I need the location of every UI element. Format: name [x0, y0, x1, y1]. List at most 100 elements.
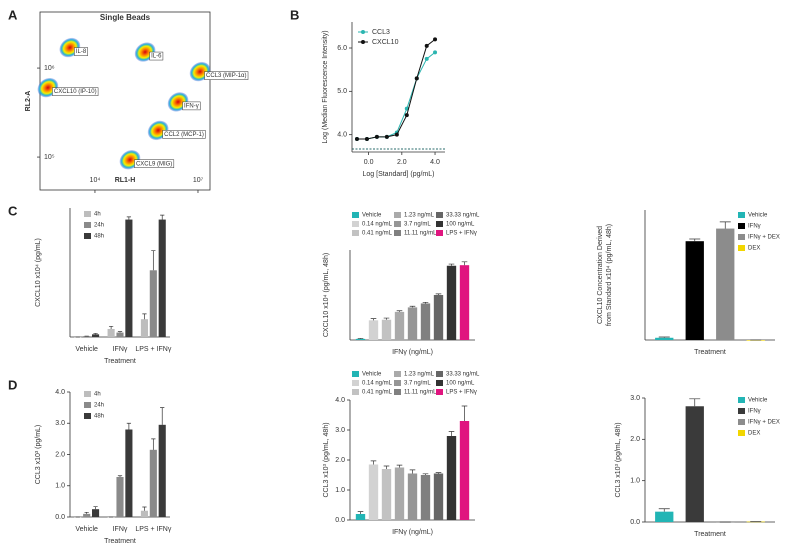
y-axis-label: CXCL10 Concentration Derived from Standar… — [597, 224, 613, 326]
y-tick-label: 2.0 — [630, 436, 640, 443]
population-label: CCL2 (MCP-1) — [164, 132, 204, 138]
error-bar — [719, 221, 731, 229]
legend-swatch — [84, 391, 91, 397]
bar — [355, 514, 366, 520]
bar — [149, 449, 157, 517]
legend-label: DEX — [748, 246, 760, 252]
legend-swatch — [352, 230, 359, 236]
bar — [355, 338, 366, 340]
legend-swatch — [738, 245, 745, 251]
bar — [459, 421, 470, 520]
bar — [459, 265, 470, 340]
series-line — [356, 38, 436, 140]
error-bar — [151, 250, 156, 271]
x-tick-label: 4.0 — [430, 159, 440, 166]
error-bar — [93, 506, 98, 510]
legend-label: 33.33 ng/mL — [446, 213, 480, 219]
legend-label: Vehicle — [362, 213, 382, 219]
legend-label: 48h — [94, 234, 104, 240]
y-tick-label: 1.0 — [55, 483, 65, 490]
panel-letter: D — [8, 377, 17, 392]
legend-swatch — [738, 408, 745, 414]
error-bar — [357, 337, 364, 339]
y-axis-label: RL2-A — [25, 91, 32, 112]
error-bar — [84, 511, 89, 514]
bar — [116, 477, 124, 517]
bar — [433, 473, 444, 520]
error-bar — [435, 293, 442, 295]
population-label-box — [74, 47, 88, 56]
legend-label: IFNγ + DEX — [748, 420, 780, 426]
legend-label: IFNγ — [748, 224, 761, 230]
legend-label: Vehicle — [362, 372, 382, 378]
legend-swatch — [436, 221, 443, 227]
legend-marker — [361, 40, 365, 44]
x-tick-label: 2.0 — [397, 159, 407, 166]
x-axis-label: RL1-H — [115, 177, 136, 184]
legend-label: 1.23 ng/mL — [404, 213, 435, 219]
legend-swatch — [436, 212, 443, 218]
bar — [158, 219, 166, 337]
error-bar — [461, 405, 468, 421]
y-tick-label: 4.0 — [335, 397, 345, 404]
population-label-box — [162, 130, 206, 139]
legend-label: 3.7 ng/mL — [404, 222, 431, 228]
population-label: IL-8 — [76, 49, 87, 55]
bar — [92, 334, 100, 337]
legend-label: 0.14 ng/mL — [362, 381, 393, 387]
error-bar — [370, 318, 377, 321]
bar — [407, 473, 418, 520]
legend-swatch — [738, 234, 745, 240]
y-axis-label: CCL3 x10³ (pg/mL) — [35, 425, 42, 485]
error-bar — [126, 216, 132, 220]
legend-swatch — [84, 413, 91, 419]
error-bar — [689, 238, 701, 242]
legend-label: LPS + IFNγ — [446, 231, 477, 237]
x-axis-label: IFNγ (ng/mL) — [392, 349, 433, 356]
legend-swatch — [394, 212, 401, 218]
legend-label: IFNγ + DEX — [748, 235, 780, 241]
legend-label: 0.41 ng/mL — [362, 231, 393, 237]
legend-label: LPS + IFNγ — [446, 390, 477, 396]
bar — [420, 303, 431, 340]
panel-letter: A — [8, 7, 18, 22]
y-tick-label: 0.0 — [55, 514, 65, 521]
population-label: CCL3 (MIP-1α) — [206, 73, 246, 79]
population-label: CXCL10 (IP-10) — [54, 89, 97, 95]
bar — [685, 241, 704, 340]
legend-swatch — [436, 389, 443, 395]
y-tick-label: 3.0 — [55, 420, 65, 427]
y-tick-label: 3.0 — [335, 427, 345, 434]
y-tick-label: 5.0 — [337, 88, 347, 95]
bar — [446, 436, 457, 520]
error-bar — [151, 438, 156, 450]
legend-label: 24h — [94, 223, 104, 229]
legend-label: 0.41 ng/mL — [362, 390, 393, 396]
legend-label: 100 ng/mL — [446, 381, 475, 387]
bar — [433, 295, 444, 340]
error-bar — [160, 407, 165, 425]
error-bar — [409, 469, 416, 474]
error-bar — [422, 473, 429, 475]
x-tick-label: 10⁷ — [193, 177, 204, 184]
legend-swatch — [352, 221, 359, 227]
bar — [125, 429, 133, 517]
legend-swatch — [84, 233, 91, 239]
y-axis-label: CXCL10 x10⁴ (pg/mL, 48h) — [323, 253, 330, 337]
y-axis-label: Log (Median Fluorescence Intensity) — [322, 30, 329, 143]
legend-label: 4h — [94, 212, 101, 218]
legend-label: 100 ng/mL — [446, 222, 475, 228]
bar — [368, 464, 379, 520]
legend-swatch — [352, 212, 359, 218]
x-tick-label: LPS + IFNγ — [135, 526, 171, 533]
data-point — [394, 132, 399, 137]
legend-swatch — [352, 380, 359, 386]
legend-label: 3.7 ng/mL — [404, 381, 431, 387]
data-point — [404, 113, 409, 118]
data-point — [414, 76, 419, 81]
x-tick-label: 0.0 — [364, 159, 374, 166]
population-label-box — [134, 159, 175, 168]
bar — [394, 467, 405, 520]
error-bar — [126, 422, 132, 430]
